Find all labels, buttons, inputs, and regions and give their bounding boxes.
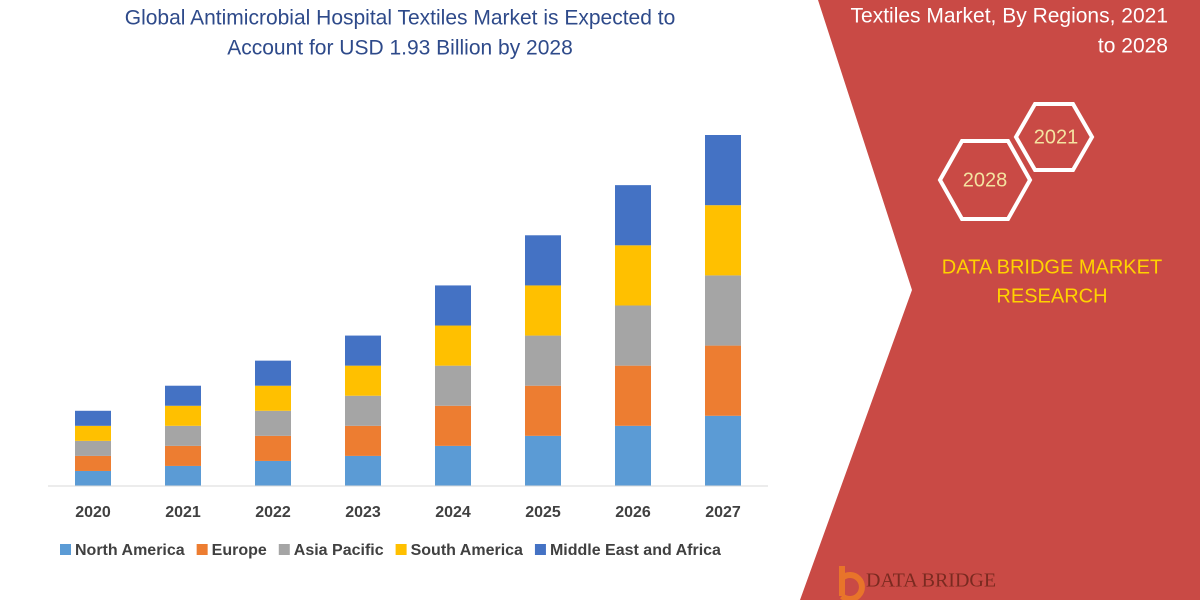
bar-segment [165,425,201,446]
bar-segment [615,365,651,426]
bar-segment [615,185,651,246]
badge: 2021 [1034,126,1079,148]
brand: DATA BRIDGE MARKET [942,256,1162,278]
bar-segment [75,470,111,486]
bar-segment [525,235,561,286]
bar-segment [255,410,291,436]
x-tick-label: 2022 [255,504,291,521]
bar-segment [615,245,651,306]
bar-segment [435,405,471,446]
brand: RESEARCH [996,285,1107,307]
bar-segment [345,455,381,486]
bar-segment [345,395,381,426]
legend-swatch [196,544,208,555]
bar-segment [435,285,471,326]
x-tick-label: 2025 [525,504,561,521]
x-tick-label: 2027 [705,504,741,521]
legend-label: Europe [212,542,267,559]
bar-segment [525,435,561,486]
panel-title: Textiles Market, By Regions, 2021 [851,5,1168,28]
bar-segment [345,365,381,396]
bar-segment [705,135,741,206]
chart-title: Global Antimicrobial Hospital Textiles M… [125,7,676,30]
hexagon [937,139,1033,221]
bar-segment [345,335,381,366]
bar-segment [345,425,381,456]
legend-swatch [278,544,290,555]
bar-segment [705,275,741,346]
bar-segment [75,455,111,471]
legend-swatch [534,544,546,555]
hexagon [1013,102,1095,172]
bar-segment [75,410,111,426]
bar-segment [435,445,471,486]
legend-swatch [60,544,71,555]
logo: DATA BRIDGE [866,570,996,592]
bar-segment [525,335,561,386]
bar-segment [75,425,111,441]
bar-segment [615,305,651,366]
legend-label: Asia Pacific [294,542,384,559]
x-tick-label: 2020 [75,504,111,521]
bar-segment [255,435,291,461]
legend-label: Middle East and Africa [550,542,721,559]
bar-segment [615,425,651,486]
x-tick-label: 2026 [615,504,651,521]
legend-swatch [395,544,407,555]
bar-segment [75,440,111,456]
bar-segment [165,385,201,406]
x-tick-label: 2023 [345,504,381,521]
logo-icon [839,566,865,600]
bar-segment [705,345,741,416]
bar-segment [255,385,291,411]
badge: 2028 [963,169,1008,191]
bar-segment [705,205,741,276]
bar-segment [165,445,201,466]
bar-segment [435,325,471,366]
panel-title: to 2028 [1098,35,1168,58]
legend-label: South America [411,542,523,559]
bar-segment [435,365,471,406]
x-tick-label: 2021 [165,504,201,521]
bar-segment [165,405,201,426]
chart-title: Account for USD 1.93 Billion by 2028 [227,37,573,60]
bar-segment [255,460,291,486]
bar-segment [705,415,741,486]
bar-segment [525,385,561,436]
bar-segment [165,465,201,486]
bar-segment [255,360,291,386]
bar-segment [525,285,561,336]
legend-label: North America [75,542,185,559]
x-tick-label: 2024 [435,504,471,521]
side-panel [800,0,1200,600]
